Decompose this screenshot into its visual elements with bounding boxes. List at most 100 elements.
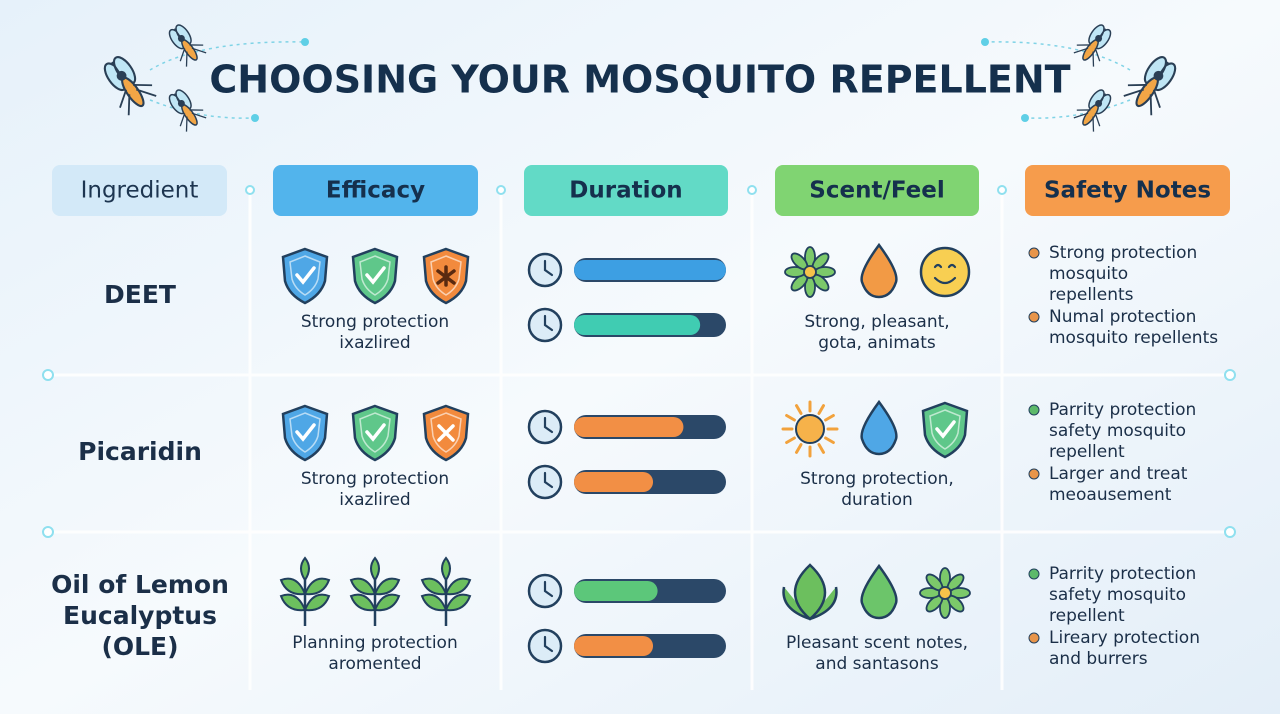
scent-text: duration: [841, 490, 913, 510]
mosquito-icon: [103, 56, 157, 116]
smiley-icon: [919, 246, 971, 298]
scent-text: and santasons: [815, 654, 939, 674]
safety-text: mosquito repellents: [1049, 328, 1218, 348]
legs: [173, 28, 207, 67]
legs: [111, 61, 157, 116]
safety-text: Strong protection: [1049, 243, 1197, 263]
shield-mark: [365, 423, 386, 442]
header-text: Efficacy: [326, 178, 425, 204]
smiley-face: [933, 263, 957, 285]
safety-text: mosquito: [1049, 264, 1128, 284]
leaf: [441, 556, 451, 582]
decoration-dots: [251, 38, 1029, 122]
efficacy-text: Strong protection: [301, 469, 449, 489]
scent-text: Strong protection,: [800, 469, 954, 489]
header-text: Duration: [569, 178, 682, 204]
head: [1095, 34, 1103, 42]
legs: [1073, 28, 1107, 67]
ingredient-name: Picaridin: [78, 437, 202, 466]
shield-mark: [436, 265, 456, 287]
leaf: [373, 593, 401, 612]
safety-text: and burrers: [1049, 649, 1148, 669]
leaf: [279, 577, 307, 596]
safety-text: Parrity protection: [1049, 400, 1196, 420]
safety-text: safety mosquito: [1049, 421, 1186, 441]
leaf: [349, 593, 377, 612]
shield-mark: [295, 423, 316, 442]
safety-text: Numal protection: [1049, 307, 1196, 327]
shield: [351, 247, 399, 305]
shield-inner: [430, 412, 462, 453]
leaf: [420, 593, 448, 612]
drop-icon: [860, 242, 898, 299]
mosquito-icon: [168, 89, 207, 132]
leaf: [373, 577, 401, 596]
safety-text: repellent: [1049, 442, 1125, 462]
flower-center: [803, 265, 817, 279]
sun-ray: [785, 414, 796, 422]
leaf: [303, 593, 331, 612]
shield-mark: [935, 420, 956, 439]
duration-fill: [574, 260, 726, 280]
clock-hands: [543, 580, 554, 598]
leaf-icon: [782, 563, 838, 621]
ingredient-name: (OLE): [101, 632, 178, 661]
mosquito-icon: [1073, 24, 1112, 67]
efficacy-text: aromented: [328, 654, 421, 674]
ingredient-name: Eucalyptus: [63, 601, 217, 630]
sun-ray: [824, 436, 835, 444]
duration-fill: [574, 636, 654, 656]
head: [116, 70, 127, 81]
safety-text: Larger and treat: [1049, 464, 1188, 484]
shield-inner: [359, 412, 391, 453]
efficacy-text: ixazlired: [339, 490, 410, 510]
safety-text: meoausement: [1049, 485, 1172, 505]
mosquito-icon: [168, 24, 207, 67]
leaf: [370, 556, 380, 582]
shield-icon: [921, 401, 969, 459]
sun-icon: [795, 414, 825, 444]
duration-fill: [574, 417, 684, 437]
shield-inner: [289, 412, 321, 453]
head: [1095, 99, 1103, 107]
legs: [1123, 61, 1169, 116]
bullet-dot: [1028, 632, 1040, 644]
safety-text: repellent: [1049, 606, 1125, 626]
mosquito-icon: [1123, 56, 1177, 116]
scent-text: Pleasant scent notes,: [786, 633, 968, 653]
ingredient-name: Oil of Lemon: [51, 570, 229, 599]
head: [177, 99, 185, 107]
sun-ray: [795, 443, 803, 454]
shield-icon: [422, 404, 470, 462]
header-text: Scent/Feel: [809, 178, 944, 204]
sun-ray: [824, 414, 835, 422]
duration-fill: [574, 315, 701, 335]
header-text: Ingredient: [81, 178, 199, 204]
header-box: [775, 165, 979, 216]
bullet-dot: [1028, 468, 1040, 480]
safety-text: Parrity protection: [1049, 564, 1196, 584]
sun-ray: [817, 443, 825, 454]
efficacy-text: ixazlired: [339, 333, 410, 353]
leaf: [444, 593, 472, 612]
safety-text: safety mosquito: [1049, 585, 1186, 605]
leaf: [300, 556, 310, 582]
flower-center: [938, 586, 952, 600]
clock-hands: [543, 416, 554, 434]
bullet-dot: [1028, 404, 1040, 416]
safety-text: Lireary protection: [1049, 628, 1200, 648]
shield-inner: [929, 409, 961, 450]
header-box: [273, 165, 478, 216]
mosquito-icon: [1073, 89, 1112, 132]
shield-mark: [365, 266, 386, 285]
bullet-dot: [1028, 247, 1040, 259]
bullet-dot: [1028, 311, 1040, 323]
clock-hands: [543, 259, 554, 277]
duration-fill: [574, 472, 654, 492]
grid-lines: [48, 190, 1230, 690]
sun-ray: [817, 404, 825, 415]
shield: [281, 247, 329, 305]
head: [1153, 70, 1164, 81]
shield-icon: [281, 247, 329, 305]
